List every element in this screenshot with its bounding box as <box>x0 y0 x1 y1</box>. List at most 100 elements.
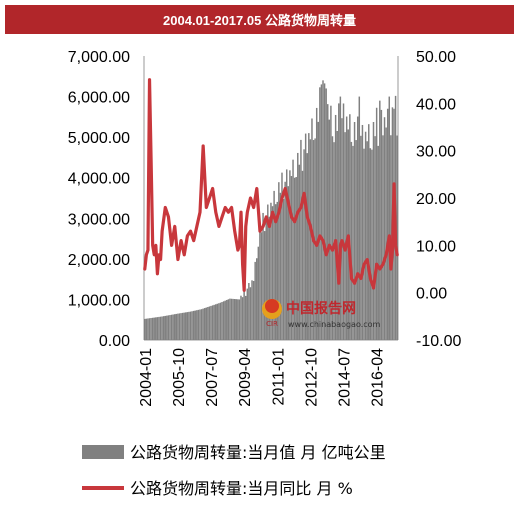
bar <box>317 121 320 340</box>
bar <box>271 206 274 340</box>
bar <box>363 148 365 340</box>
bar <box>262 212 264 340</box>
bar <box>221 302 223 340</box>
bar <box>188 311 190 340</box>
bar <box>327 104 329 341</box>
x-tick-label: 2011-01 <box>270 348 287 406</box>
bar <box>374 136 376 340</box>
y-left-tick-label: 2,000.00 <box>68 252 130 269</box>
bar <box>274 204 277 340</box>
bar <box>360 135 362 340</box>
bar <box>368 124 370 340</box>
bar <box>268 216 271 340</box>
bar <box>276 201 278 340</box>
bar <box>172 314 174 340</box>
x-tick-label: 2005-10 <box>171 348 188 407</box>
bar <box>382 135 384 340</box>
bar <box>144 318 146 340</box>
bar <box>229 298 231 340</box>
bar <box>289 170 291 340</box>
bar <box>151 317 154 340</box>
bar <box>200 309 203 340</box>
bar <box>361 124 364 340</box>
bar <box>265 215 267 340</box>
bar <box>375 107 378 341</box>
bar <box>352 145 354 340</box>
y-right-tick-label: 40.00 <box>416 96 456 113</box>
bar <box>349 114 351 340</box>
bar <box>218 303 220 340</box>
bar <box>338 103 340 340</box>
bar <box>364 131 367 340</box>
bar <box>162 316 165 340</box>
bar <box>270 202 272 340</box>
bar <box>147 318 149 340</box>
bar <box>386 108 389 341</box>
bar <box>285 169 288 340</box>
bar <box>273 190 275 340</box>
bar <box>213 304 215 340</box>
y-left-tick-label: 6,000.00 <box>68 90 130 107</box>
x-tick-label: 2016-04 <box>370 348 387 407</box>
bar <box>279 192 282 340</box>
bar <box>207 307 209 340</box>
bar <box>350 141 353 340</box>
bar <box>248 283 250 340</box>
legend: 公路货物周转量:当月值 月 亿吨公里 公路货物周转量:当月同比 月 % <box>82 443 386 498</box>
y-left-tick-label: 0.00 <box>99 333 130 350</box>
bar <box>257 246 260 340</box>
bar <box>278 182 280 340</box>
y-right-tick-label: 0.00 <box>416 286 447 303</box>
bar <box>341 118 343 341</box>
bar <box>175 313 178 340</box>
bar <box>192 310 195 340</box>
y-right-tick-labels: -10.00 0.00 10.00 20.00 30.00 40.00 50.00 <box>416 49 461 350</box>
bar <box>222 301 225 340</box>
bar <box>186 312 189 340</box>
bar <box>199 309 201 340</box>
bar <box>372 122 375 340</box>
bar <box>238 299 241 340</box>
bar <box>292 159 294 340</box>
bar <box>214 304 217 340</box>
bar <box>366 141 368 340</box>
bar <box>167 315 170 340</box>
bar <box>227 299 230 340</box>
bar <box>301 170 304 340</box>
bar <box>290 176 293 340</box>
bar <box>320 84 323 341</box>
watermark-logo-text: CIR <box>266 320 278 328</box>
watermark-name: 中国报告网 <box>286 300 356 317</box>
bar <box>148 318 151 340</box>
bar <box>377 145 379 340</box>
bar <box>306 153 308 340</box>
watermark: CIR 中国报告网 www.chinabaogao.com <box>262 299 381 329</box>
bar <box>177 313 179 340</box>
bar <box>194 310 196 340</box>
bar <box>202 308 204 340</box>
y-right-tick-label: 10.00 <box>416 238 456 255</box>
bar <box>256 258 258 340</box>
bar <box>240 295 242 340</box>
bar <box>356 116 359 340</box>
bar <box>334 114 337 341</box>
bar <box>323 83 326 341</box>
y-left-tick-labels: 0.00 1,000.00 2,000.00 3,000.00 4,000.00 5,00… <box>68 49 130 350</box>
bar <box>216 303 219 340</box>
bar <box>156 317 159 340</box>
bar <box>230 298 233 340</box>
y-right-tick-label: 20.00 <box>416 191 456 208</box>
bar <box>180 313 182 340</box>
bar <box>342 103 345 340</box>
bar <box>369 148 372 340</box>
bar <box>328 119 331 341</box>
legend-label-line: 公路货物周转量:当月同比 月 % <box>130 479 353 498</box>
bar <box>303 149 305 340</box>
bar <box>330 105 332 340</box>
bar <box>284 181 286 340</box>
x-tick-label: 2007-07 <box>204 348 221 407</box>
y-left-tick-label: 7,000.00 <box>68 49 130 66</box>
x-tick-label: 2004-01 <box>138 348 155 407</box>
bar <box>246 288 249 340</box>
